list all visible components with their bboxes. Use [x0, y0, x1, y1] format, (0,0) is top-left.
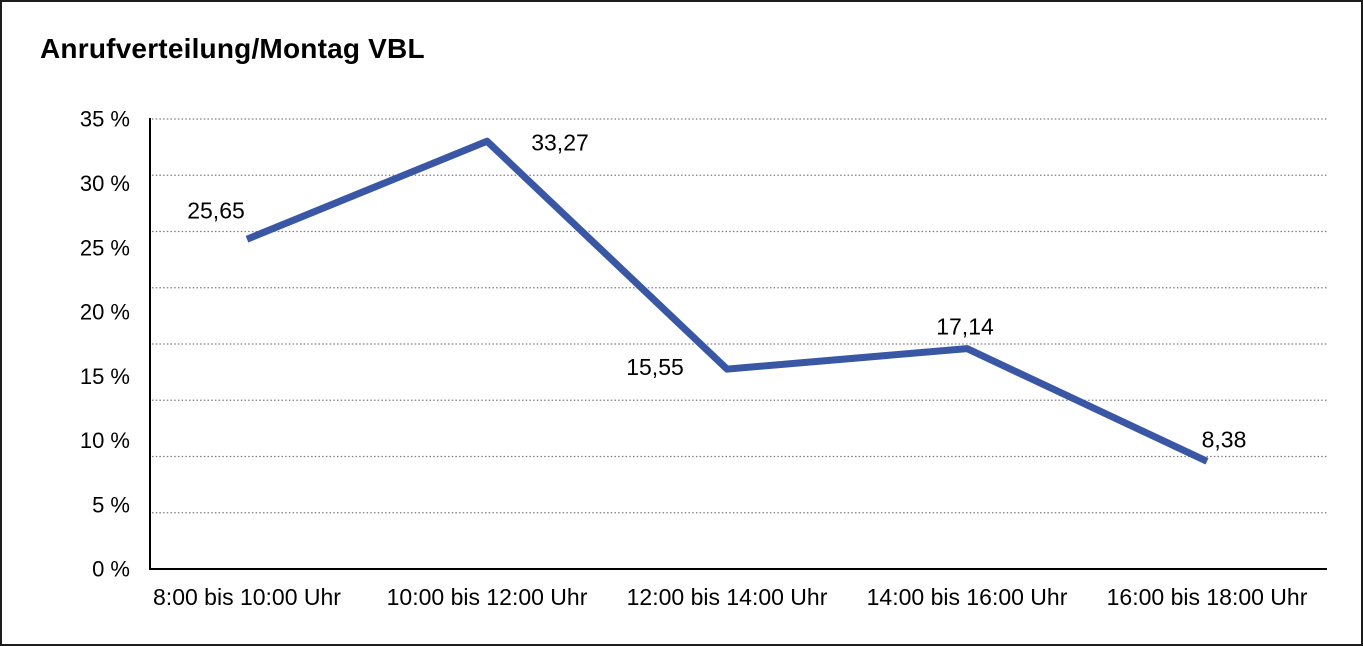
- y-tick-label: 25 %: [80, 235, 130, 260]
- x-category-label: 10:00 bis 12:00 Uhr: [387, 584, 588, 610]
- x-category-label: 12:00 bis 14:00 Uhr: [627, 584, 828, 610]
- y-tick-label: 30 %: [80, 171, 130, 196]
- data-point-label: 33,27: [531, 129, 589, 155]
- y-tick-label: 5 %: [92, 492, 130, 517]
- y-tick-label: 0 %: [92, 557, 130, 582]
- data-point-label: 17,14: [936, 314, 994, 340]
- x-category-label: 16:00 bis 18:00 Uhr: [1107, 584, 1308, 610]
- y-tick-label: 35 %: [80, 107, 130, 132]
- y-tick-label: 10 %: [80, 428, 130, 453]
- series-line: [245, 137, 1209, 465]
- data-point-label: 25,65: [187, 197, 245, 223]
- data-point-label: 15,55: [626, 354, 684, 380]
- data-point-label: 8,38: [1202, 426, 1247, 452]
- y-tick-label: 15 %: [80, 364, 130, 389]
- y-tick-label: 20 %: [80, 300, 130, 325]
- x-category-label: 8:00 bis 10:00 Uhr: [153, 584, 341, 610]
- chart-title: Anrufverteilung/Montag VBL: [40, 33, 425, 64]
- x-category-label: 14:00 bis 16:00 Uhr: [867, 584, 1068, 610]
